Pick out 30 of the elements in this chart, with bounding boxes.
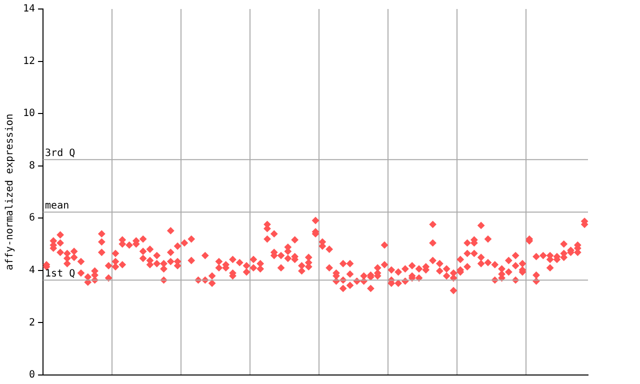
point <box>56 248 64 256</box>
y-tick-label: 8 <box>29 160 36 172</box>
point <box>546 264 554 272</box>
y-tick-label: 4 <box>29 265 36 276</box>
point <box>464 263 471 270</box>
point <box>284 254 292 262</box>
point <box>470 250 478 257</box>
point <box>112 263 119 270</box>
point <box>340 284 347 292</box>
ref-line-label: 3rd Q <box>45 148 76 160</box>
ref-line-label: mean <box>45 200 70 212</box>
y-tick-label: 6 <box>29 212 36 224</box>
point <box>118 261 126 268</box>
point <box>98 248 106 256</box>
point <box>64 260 71 268</box>
point <box>429 256 436 264</box>
y-tick-label: 12 <box>22 56 36 67</box>
y-tick-label: 0 <box>29 370 36 381</box>
point <box>367 284 374 292</box>
y-tick-label: 14 <box>22 4 36 15</box>
y-tick-label: 2 <box>29 317 36 328</box>
point <box>478 260 485 268</box>
ref-line-label: 1st Q <box>45 268 76 280</box>
y-axis-title: affy-normalized expression <box>4 114 16 270</box>
point <box>346 282 354 289</box>
point <box>450 287 457 294</box>
y-tick-label: 10 <box>22 108 36 120</box>
point <box>264 236 271 243</box>
point <box>167 258 174 266</box>
point <box>140 254 147 262</box>
